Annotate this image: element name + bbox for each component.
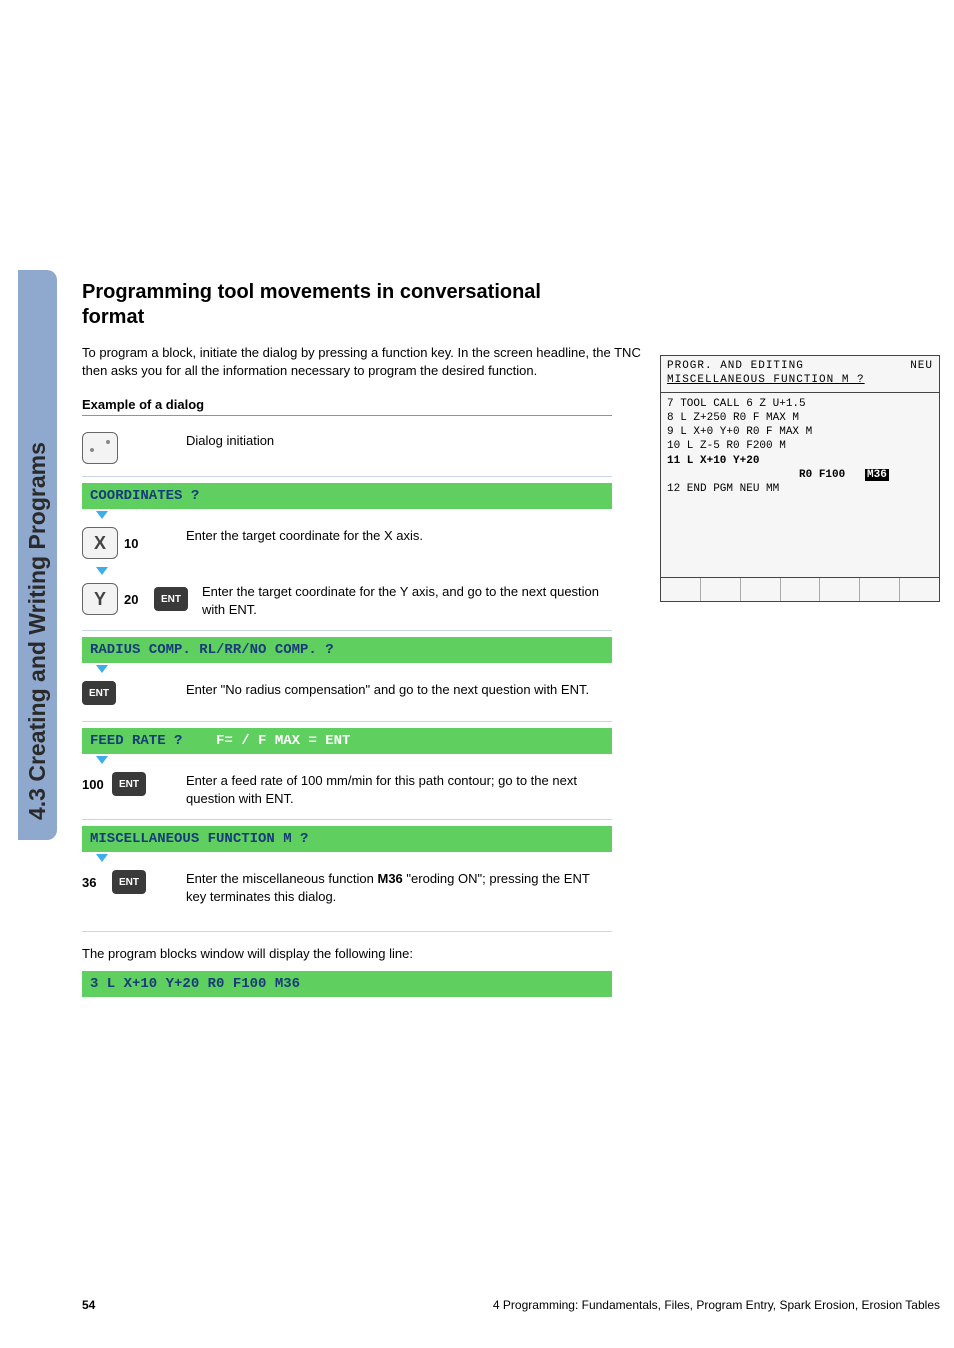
separator [82,630,612,631]
prompt-bar: FEED RATE ? F= / F MAX = ENT [82,728,612,754]
chapter-caption: 4 Programming: Fundamentals, Files, Prog… [493,1298,940,1312]
cursor-highlight: M36 [865,469,889,481]
code-line-active: 11 L X+10 Y+20 [667,454,933,468]
code-line: 12 END PGM NEU MM [667,482,933,496]
closing-text: The program blocks window will display t… [82,931,612,961]
intro-paragraph: To program a block, initiate the dialog … [82,344,652,379]
separator [82,476,612,477]
dialog-example: Dialog initiation COORDINATES ? X 10 Ent… [82,426,612,997]
page-footer: 54 4 Programming: Fundamentals, Files, P… [82,1298,940,1312]
separator [82,721,612,722]
separator [82,819,612,820]
screen-title: PROGR. AND EDITING NEU MISCELLANEOUS FUN… [661,356,939,392]
step-desc: Enter the target coordinate for the X ax… [182,527,612,545]
input-value: 36 [82,875,106,890]
softkey [900,578,939,601]
flow-arrow-icon [96,854,108,862]
code-line: 9 L X+0 Y+0 R0 F MAX M [667,425,933,439]
step-row: ENT Enter "No radius compensation" and g… [82,675,612,715]
input-value: 100 [82,777,106,792]
softkey [661,578,701,601]
x-axis-key-icon: X [82,527,118,559]
step-row: 36 ENT Enter the miscellaneous function … [82,864,612,911]
screen-mode: PROGR. AND EDITING [667,360,804,372]
step-row: Y 20 ENT Enter the target coordinate for… [82,577,612,624]
section-heading: Programming tool movements in conversati… [82,280,562,330]
prompt-bar: RADIUS COMP. RL/RR/NO COMP. ? [82,637,612,663]
step-desc: Enter the target coordinate for the Y ax… [198,583,612,618]
softkey [741,578,781,601]
tnc-screen-preview: PROGR. AND EDITING NEU MISCELLANEOUS FUN… [660,355,940,602]
input-value: 10 [124,536,148,551]
step-desc: Dialog initiation [182,432,612,450]
code-line: 7 TOOL CALL 6 Z U+1.5 [667,397,933,411]
result-bar: 3 L X+10 Y+20 R0 F100 M36 [82,971,612,997]
flow-arrow-icon [96,756,108,764]
prompt-option: F= / F MAX = ENT [216,733,350,749]
ent-key-icon: ENT [112,772,146,796]
step-desc: Enter a feed rate of 100 mm/min for this… [182,772,612,807]
code-line-active: R0 F100 M36 [667,468,933,482]
ent-key-icon: ENT [82,681,116,705]
code-line: 8 L Z+250 R0 F MAX M [667,411,933,425]
line-path-key-icon [82,432,118,464]
prompt-bar: MISCELLANEOUS FUNCTION M ? [82,826,612,852]
prompt-bar: COORDINATES ? [82,483,612,509]
step-desc: Enter "No radius compensation" and go to… [182,681,612,699]
screen-prompt: MISCELLANEOUS FUNCTION M ? [667,374,865,386]
input-value: 20 [124,592,148,607]
flow-arrow-icon [96,665,108,673]
screen-body: 7 TOOL CALL 6 Z U+1.5 8 L Z+250 R0 F MAX… [661,392,939,577]
example-subheading: Example of a dialog [82,397,612,416]
softkey [781,578,821,601]
flow-arrow-icon [96,511,108,519]
step-row: Dialog initiation [82,426,612,470]
screen-softkey-bar [661,577,939,601]
step-row: X 10 Enter the target coordinate for the… [82,521,612,565]
screen-program-name: NEU [910,360,933,374]
sidebar-section-tab: 4.3 Creating and Writing Programs [18,270,57,840]
code-line: 10 L Z-5 R0 F200 M [667,439,933,453]
step-row: 100 ENT Enter a feed rate of 100 mm/min … [82,766,612,813]
step-desc: Enter the miscellaneous function M36 "er… [182,870,612,905]
y-axis-key-icon: Y [82,583,118,615]
ent-key-icon: ENT [154,587,188,611]
softkey [701,578,741,601]
softkey [820,578,860,601]
page-number: 54 [82,1298,95,1312]
flow-arrow-icon [96,567,108,575]
ent-key-icon: ENT [112,870,146,894]
softkey [860,578,900,601]
prompt-text: FEED RATE ? [90,733,182,749]
